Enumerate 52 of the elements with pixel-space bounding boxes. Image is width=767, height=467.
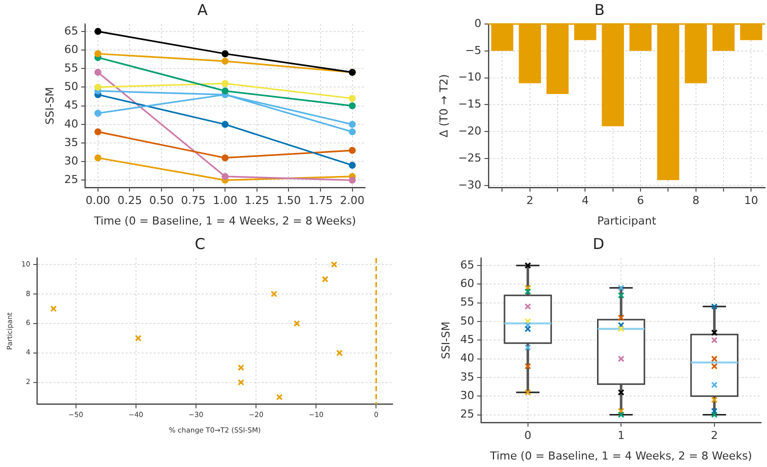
y-tick-label: 40 [64,117,78,130]
x-tick-label: 10 [744,194,758,208]
x-tick-label: 0.75 [181,194,206,208]
y-tick-label: 40 [460,352,474,365]
y-axis-title: SSI-SM [43,86,56,125]
y-axis-title: Δ (T0 → T2) [437,74,450,138]
x-tick-label: 2 [710,429,718,442]
y-tick-label: 35 [64,136,78,149]
x-tick-label: 0.00 [86,194,110,208]
y-tick-label: 65 [460,258,474,272]
x-tick-label: 6 [637,194,644,208]
x-tick-label: 1 [618,429,625,442]
x-axis-title: Time (0 = Baseline, 1 = 4 Weeks, 2 = 8 Weeks) [489,449,752,462]
chart-title: B [594,0,605,19]
x-tick-label: 1.25 [244,194,270,208]
y-tick-label: 35 [460,370,474,384]
y-tick-label: −10 [458,70,482,84]
x-tick-label: 0.25 [117,194,142,208]
y-tick-label: 30 [460,388,474,402]
chart-title: D [592,234,604,253]
y-tick-label: 0 [474,16,482,30]
y-tick-label: 50 [64,80,78,94]
y-tick-label: −25 [458,151,482,164]
y-tick-label: 45 [64,98,78,112]
x-tick-label: 1.75 [308,194,333,208]
x-tick-label: 0 [524,429,532,442]
y-tick-label: 60 [64,42,78,56]
y-tick-label: 65 [64,24,78,38]
y-tick-label: 55 [64,61,78,74]
x-tick-label: 0.50 [149,194,174,208]
y-tick-label: 30 [64,154,78,168]
x-tick-label: 2 [526,194,534,208]
y-tick-label: 50 [460,314,474,328]
chart-title: A [197,0,208,19]
y-tick-label: 60 [460,276,474,290]
x-tick-label: 1.00 [212,194,238,208]
y-tick-label: 45 [460,332,474,346]
x-tick-label: 1.50 [276,194,301,208]
chart-title: C [194,234,206,253]
y-tick-label: −30 [458,178,482,192]
y-axis-title: SSI-SM [439,321,452,360]
y-tick-label: −5 [465,44,482,57]
x-tick-label: 2.00 [340,194,365,208]
y-tick-label: −15 [458,98,482,111]
x-tick-label: 8 [692,194,700,208]
x-tick-label: 4 [582,194,589,208]
y-tick-label: 25 [460,408,474,421]
y-tick-label: −20 [458,124,482,138]
x-axis-title: Participant [597,214,657,228]
y-tick-label: 55 [460,296,474,309]
x-axis-title: Time (0 = Baseline, 1 = 4 Weeks, 2 = 8 Weeks) [93,214,356,228]
y-tick-label: 25 [64,173,78,186]
